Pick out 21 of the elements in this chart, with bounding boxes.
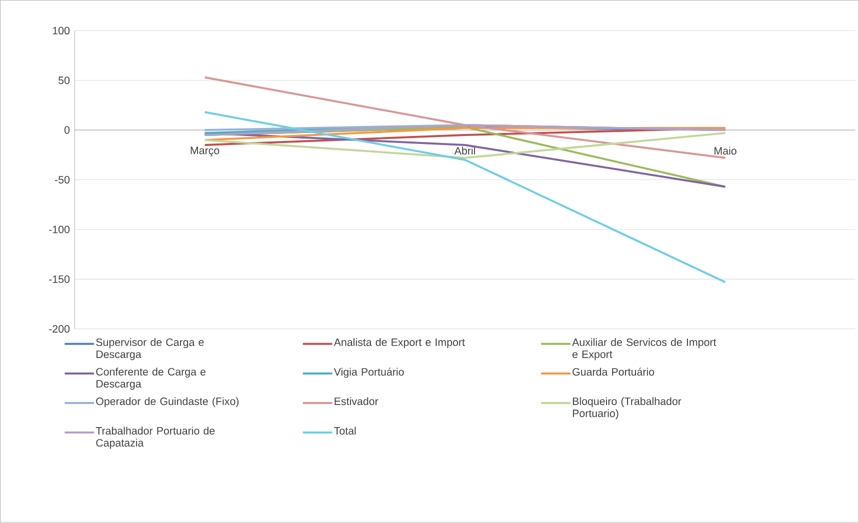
- legend-label: Supervisor de Carga e Descarga: [96, 338, 204, 360]
- legend-label: Analista de Export e Import: [334, 338, 465, 348]
- legend-label: Operador de Guindaste (Fixo): [96, 397, 239, 408]
- legend-label: Auxiliar de Servicos de Import e Export: [572, 338, 716, 360]
- x-tick-label: Abril: [454, 146, 475, 155]
- y-tick-label: 0: [64, 126, 70, 134]
- y-tick-label: 100: [52, 27, 70, 35]
- x-tick-label: Março: [190, 146, 220, 157]
- y-tick-label: -50: [55, 176, 70, 184]
- y-tick-label: -100: [49, 226, 70, 234]
- y-tick-label: -150: [49, 276, 70, 284]
- legend-label: Total: [334, 426, 356, 435]
- legend-label: Conferente de Carga e Descarga: [96, 368, 206, 390]
- legend-label: Estivador: [334, 397, 378, 406]
- legend-label: Guarda Portuário: [572, 368, 654, 376]
- y-tick-label: 50: [58, 76, 70, 84]
- x-tick-label: Maio: [714, 146, 736, 155]
- legend-label: Vigia Portuário: [334, 368, 404, 378]
- legend-label: Trabalhador Portuario de Capatazia: [96, 426, 215, 449]
- legend-label: Bloqueiro (Trabalhador Portuario): [572, 397, 682, 420]
- y-tick-label: -200: [49, 325, 70, 333]
